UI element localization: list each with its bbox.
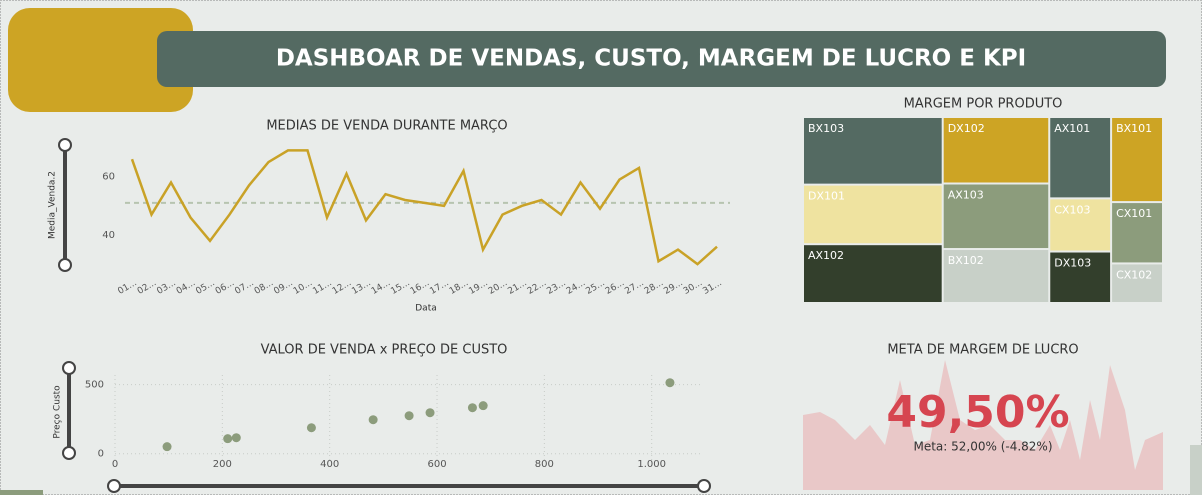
dashboard-title: DASHBOAR DE VENDAS, CUSTO, MARGEM DE LUC… xyxy=(276,46,1026,72)
scatter-point xyxy=(425,408,435,418)
treemap-cell xyxy=(1112,203,1162,263)
scatter-point xyxy=(231,433,241,443)
x-tick-label: 400 xyxy=(320,459,339,470)
x-tick-label: 1.000 xyxy=(637,459,666,470)
header-banner xyxy=(157,31,1166,87)
slicer-vertical[interactable] xyxy=(62,361,76,460)
x-tick-label: 800 xyxy=(535,459,554,470)
data-line xyxy=(130,149,718,266)
cell-label: CX102 xyxy=(1116,268,1152,281)
y-tick-label: 0 xyxy=(98,449,104,460)
scrollbar xyxy=(1190,445,1202,495)
scatter-point xyxy=(223,434,233,444)
treemap-cell xyxy=(804,185,942,244)
kpi-trend-area xyxy=(803,360,1163,490)
treemap-cell xyxy=(1050,199,1111,251)
treemap-cell xyxy=(804,118,942,184)
x-tick-label: 200 xyxy=(213,459,232,470)
y-tick-label: 500 xyxy=(85,380,104,391)
y-tick-label: 60 xyxy=(102,172,115,183)
scatter-point xyxy=(478,401,488,411)
scatter-point xyxy=(404,411,414,421)
slicer-horizontal[interactable] xyxy=(107,479,711,493)
treemap-cell xyxy=(943,250,1049,302)
cell-label: BX102 xyxy=(948,254,984,267)
chart-title: MARGEM POR PRODUTO xyxy=(904,97,1063,112)
treemap-cell xyxy=(1112,118,1162,202)
cell-label: AX101 xyxy=(1054,122,1090,135)
treemap-cell xyxy=(1112,264,1162,302)
y-axis-label: Preço Custo xyxy=(53,385,63,439)
cell-label: DX103 xyxy=(1054,257,1091,270)
y-tick-label: 40 xyxy=(102,230,115,241)
x-tick-label: 0 xyxy=(112,459,118,470)
scatter-point xyxy=(665,378,675,388)
treemap-cell xyxy=(943,118,1049,183)
treemap-cell xyxy=(943,184,1049,249)
kpi-value: 49,50% xyxy=(886,387,1069,438)
scatter-point xyxy=(467,403,477,413)
cell-label: CX101 xyxy=(1116,207,1152,220)
cell-label: DX101 xyxy=(808,190,845,203)
y-axis-label: Media_Venda.2 xyxy=(48,171,58,239)
scatter-point xyxy=(162,442,172,452)
chart-title: MEDIAS DE VENDA DURANTE MARÇO xyxy=(266,119,507,134)
cell-label: AX102 xyxy=(808,249,844,262)
kpi-goal: Meta: 52,00% (-4.82%) xyxy=(913,440,1052,454)
treemap-cell xyxy=(804,245,942,302)
chart-title: VALOR DE VENDA x PREÇO DE CUSTO xyxy=(261,343,508,358)
chart-title: META DE MARGEM DE LUCRO xyxy=(887,343,1078,358)
treemap-cell xyxy=(1050,252,1111,302)
header-accent xyxy=(8,8,193,112)
x-tick-label: 600 xyxy=(427,459,446,470)
cell-label: BX101 xyxy=(1116,122,1152,135)
cell-label: DX102 xyxy=(948,122,985,135)
x-axis-label: Data xyxy=(415,304,437,314)
cell-label: AX103 xyxy=(948,188,984,201)
cell-label: BX103 xyxy=(808,122,844,135)
page-tab xyxy=(0,490,43,495)
slicer-vertical[interactable] xyxy=(58,138,72,272)
treemap-cell xyxy=(1050,118,1111,198)
scatter-point xyxy=(368,415,378,425)
scatter-point xyxy=(306,423,316,433)
cell-label: CX103 xyxy=(1054,203,1090,216)
